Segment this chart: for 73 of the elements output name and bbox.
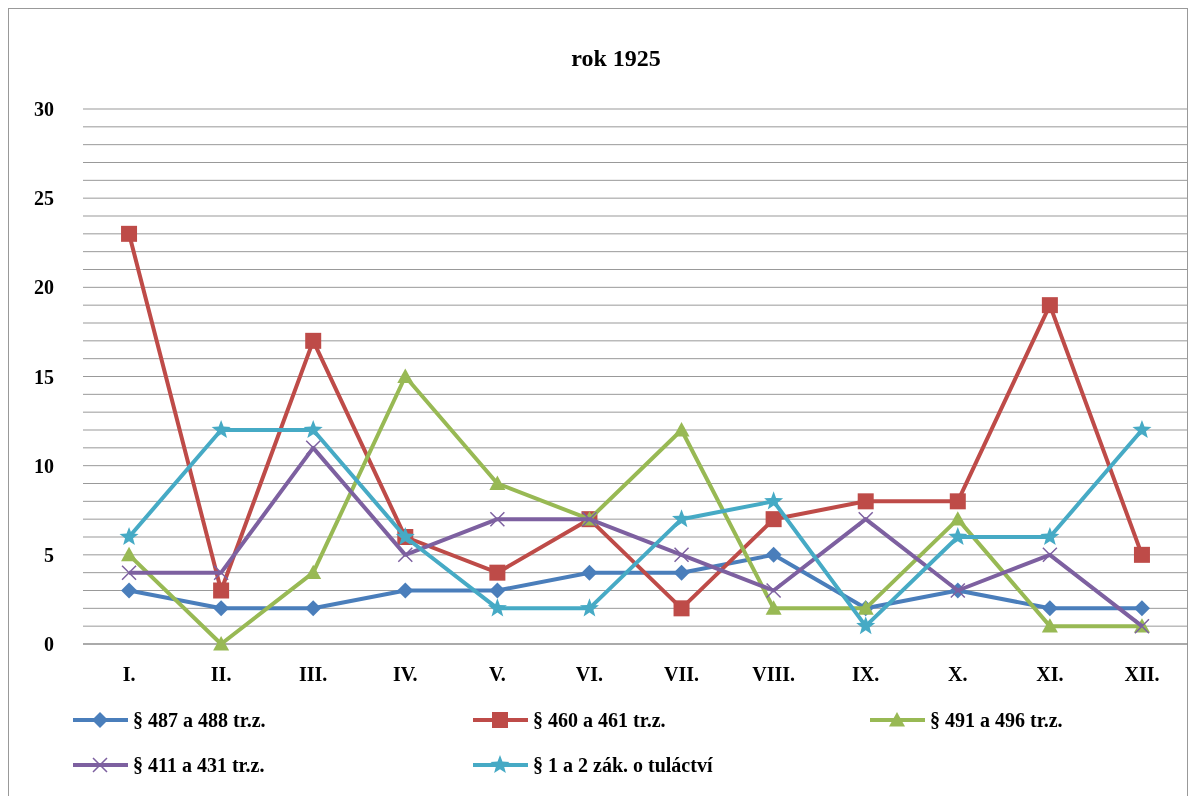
point xyxy=(1132,420,1152,439)
point xyxy=(764,491,784,510)
point xyxy=(1041,600,1058,617)
point xyxy=(303,420,323,439)
x-tick-label: VI. xyxy=(575,663,604,685)
y-tick-label: 5 xyxy=(44,543,54,566)
point xyxy=(121,582,138,599)
point xyxy=(949,493,966,510)
legend-label: § 411 a 431 tr.z. xyxy=(133,754,265,776)
point xyxy=(673,547,690,563)
point xyxy=(673,600,690,617)
point xyxy=(121,225,138,242)
legend-label: § 1 a 2 zák. o tuláctví xyxy=(533,754,713,776)
x-tick-label: V. xyxy=(488,663,506,685)
point xyxy=(397,547,414,563)
point xyxy=(765,582,782,599)
point xyxy=(305,332,322,349)
x-tick-label: VIII. xyxy=(752,663,796,685)
x-tick-label: X. xyxy=(948,663,968,685)
point xyxy=(489,511,506,527)
point xyxy=(856,616,876,635)
x-tick-label: IV. xyxy=(392,663,418,685)
point xyxy=(1133,600,1150,617)
point xyxy=(1040,527,1060,546)
point xyxy=(213,582,230,599)
x-tick-label: XI. xyxy=(1036,663,1064,685)
point xyxy=(489,475,506,490)
y-tick-label: 30 xyxy=(34,98,54,120)
point xyxy=(672,509,692,528)
point xyxy=(119,527,139,546)
x-tick-label: II. xyxy=(210,663,232,685)
point xyxy=(581,564,598,581)
point xyxy=(857,511,874,527)
x-tick-label: XII. xyxy=(1124,663,1160,685)
y-tick-label: 20 xyxy=(34,276,54,299)
point xyxy=(211,420,231,439)
point xyxy=(397,368,414,383)
point xyxy=(489,582,506,599)
point xyxy=(213,636,230,651)
y-tick-label: 15 xyxy=(34,365,54,388)
point xyxy=(1041,297,1058,314)
y-tick-label: 25 xyxy=(34,187,54,210)
chart-title: rok 1925 xyxy=(571,45,661,71)
point xyxy=(673,564,690,581)
point xyxy=(1041,618,1058,633)
point xyxy=(489,564,506,581)
x-tick-label: VII. xyxy=(664,663,700,685)
y-tick-label: 0 xyxy=(44,633,54,655)
point xyxy=(948,527,968,546)
point xyxy=(213,600,230,617)
point xyxy=(213,564,229,581)
point xyxy=(857,493,874,510)
point xyxy=(305,564,322,580)
point xyxy=(765,546,782,563)
legend-label: § 487 a 488 tr.z. xyxy=(133,709,266,731)
point xyxy=(1133,546,1150,563)
legend-label: § 460 a 461 tr.z. xyxy=(533,709,666,731)
x-tick-label: IX. xyxy=(852,663,880,685)
legend-label: § 491 a 496 tr.z. xyxy=(930,709,1063,731)
point xyxy=(487,598,507,617)
point xyxy=(765,600,782,615)
point xyxy=(765,511,782,528)
x-tick-label: III. xyxy=(299,663,328,685)
point xyxy=(1042,547,1058,563)
point xyxy=(673,422,690,437)
point xyxy=(121,546,138,562)
y-tick-label: 10 xyxy=(34,454,54,477)
point xyxy=(121,564,137,581)
point xyxy=(305,600,322,617)
point xyxy=(579,598,599,617)
point xyxy=(949,511,966,526)
point xyxy=(397,582,414,599)
x-tick-label: I. xyxy=(122,663,136,685)
